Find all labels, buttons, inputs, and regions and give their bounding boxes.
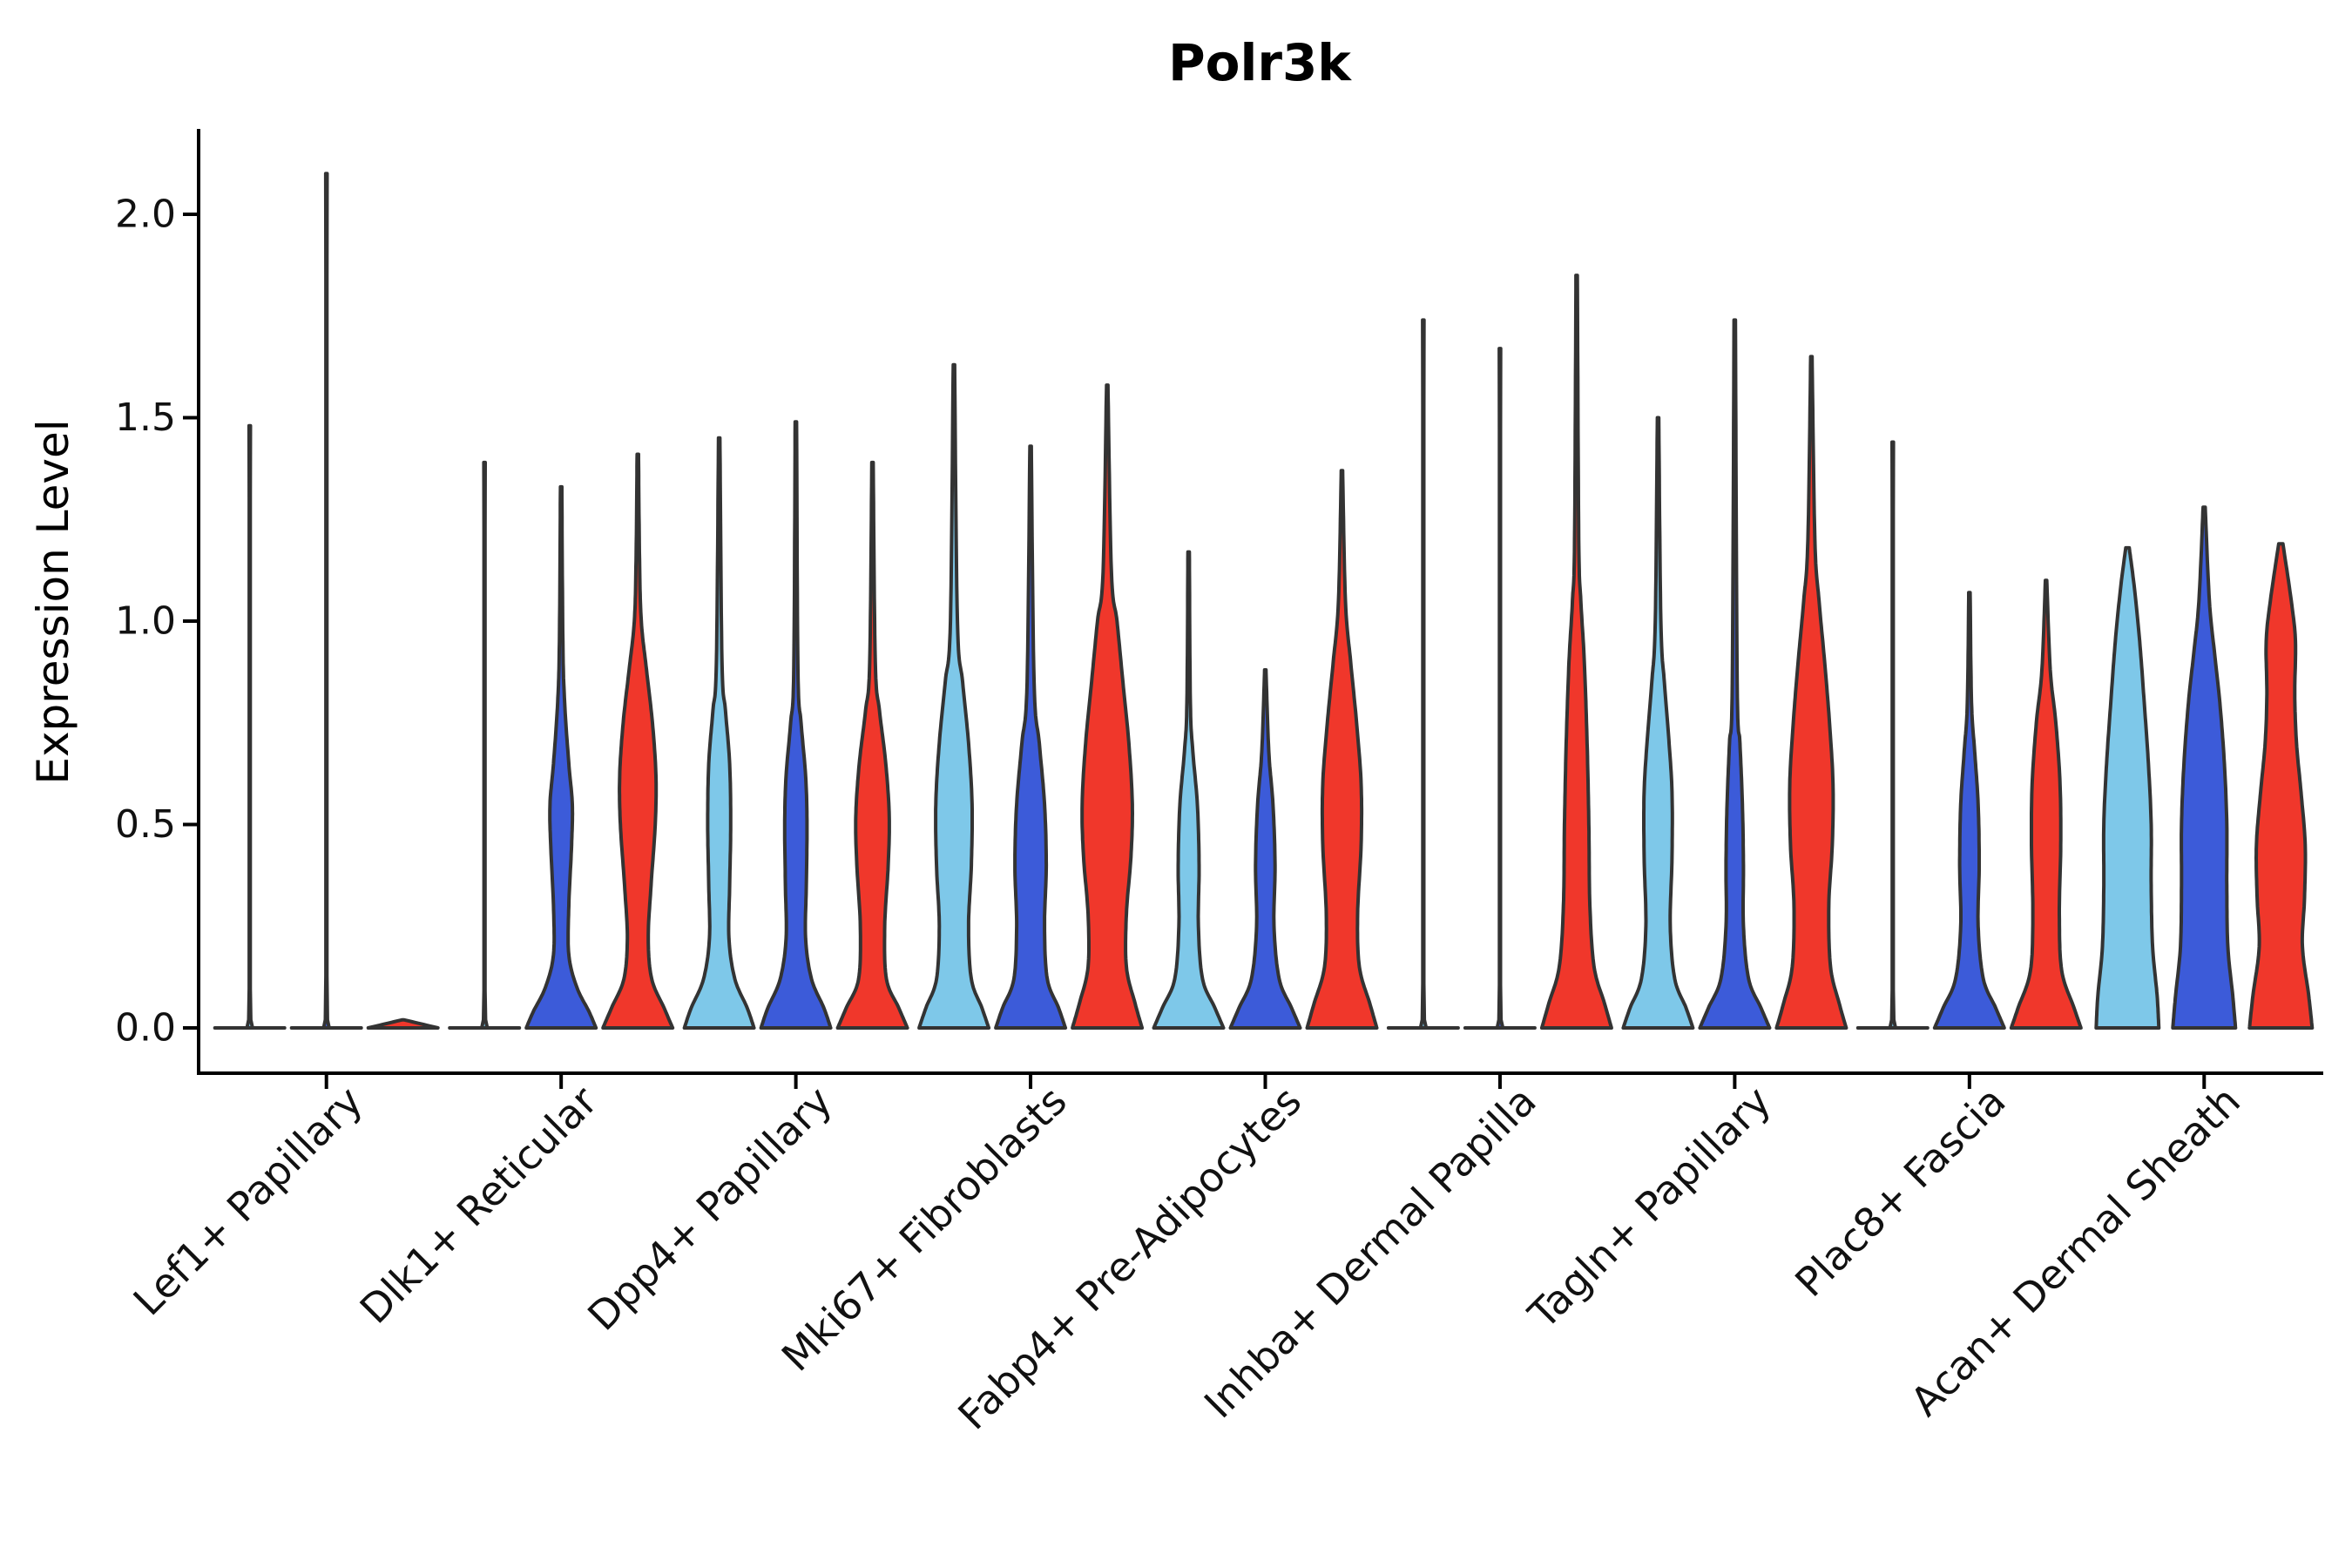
violin-skyblue xyxy=(448,460,522,1030)
violin-red xyxy=(2009,578,2083,1030)
y-tick-label: 2.0 xyxy=(115,193,176,237)
violin-skyblue xyxy=(1152,550,1226,1030)
violin-red xyxy=(835,460,909,1030)
violin-red xyxy=(601,452,675,1030)
x-tick-label: Dpp4+ Papillary xyxy=(578,1078,841,1340)
violin-skyblue xyxy=(1621,416,1695,1030)
violin-red xyxy=(366,1017,440,1030)
violin-red xyxy=(1774,355,1848,1030)
violin-blue xyxy=(289,172,363,1030)
violin-blue xyxy=(2171,505,2238,1030)
violin-skyblue xyxy=(213,423,287,1030)
violin-red xyxy=(1539,274,1613,1030)
violin-red xyxy=(1305,469,1379,1030)
violin-red xyxy=(2247,542,2315,1030)
y-tick-label: 1.0 xyxy=(115,599,176,644)
violin-skyblue xyxy=(917,362,991,1030)
violin-blue xyxy=(524,484,598,1030)
chart-title: Polr3k xyxy=(1168,33,1352,92)
y-tick-label: 1.5 xyxy=(115,395,176,440)
violin-red xyxy=(1071,383,1145,1030)
x-tick-label: Dlk1+ Reticular xyxy=(351,1078,606,1333)
violin-skyblue xyxy=(1386,318,1460,1030)
y-tick-label: 0.0 xyxy=(115,1006,176,1051)
y-tick-label: 0.5 xyxy=(115,802,176,847)
violin-skyblue xyxy=(682,436,756,1030)
violin-blue xyxy=(1932,591,2006,1030)
x-tick-label: Lef1+ Papillary xyxy=(125,1078,372,1325)
x-tick-label: Plac8+ Fascia xyxy=(1786,1078,2014,1306)
violin-blue xyxy=(1228,668,1302,1030)
y-axis-label: Expression Level xyxy=(28,419,78,784)
violin-skyblue xyxy=(2094,545,2161,1030)
violin-blue xyxy=(759,420,833,1030)
violin-blue xyxy=(1698,318,1772,1030)
violin-blue xyxy=(994,444,1068,1030)
violin-skyblue xyxy=(1855,440,1930,1030)
violin-blue xyxy=(1463,347,1537,1030)
x-tick-label: Tagln+ Papillary xyxy=(1519,1078,1781,1339)
